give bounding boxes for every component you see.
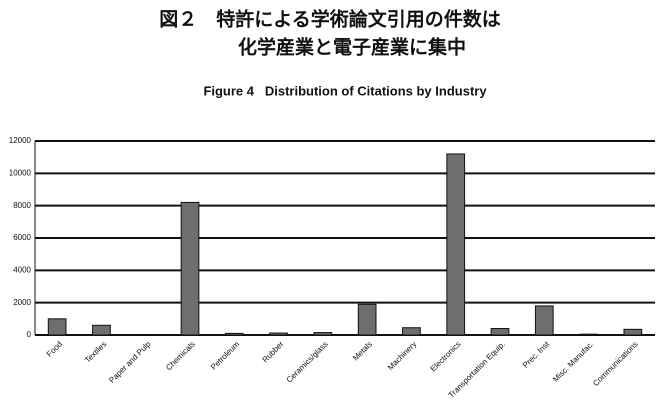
y-tick-label: 8000 — [13, 201, 31, 210]
y-tick-label: 4000 — [13, 265, 31, 274]
chart-title-line: 化学産業と電子産業に集中 — [238, 36, 466, 59]
y-tick-label: 12000 — [9, 136, 32, 145]
y-tick-label: 2000 — [13, 298, 31, 307]
x-tick-label: Ceramics/glass — [285, 340, 330, 385]
bar — [623, 328, 643, 336]
bar — [92, 324, 111, 336]
bar — [269, 332, 288, 336]
bar — [446, 153, 466, 336]
y-tick-label: 0 — [27, 330, 32, 339]
x-tick-label: Petroleum — [209, 339, 241, 371]
bar — [534, 305, 554, 336]
bar — [579, 333, 598, 336]
bar — [180, 201, 200, 336]
x-tick-label: Electronics — [429, 340, 463, 374]
bar — [357, 303, 377, 336]
x-tick-label: Misc. Manufac. — [551, 340, 595, 384]
x-tick-label: Textiles — [83, 340, 108, 365]
bar — [47, 318, 67, 336]
x-tick-label: Food — [45, 340, 64, 359]
x-tick-label: Chemicals — [164, 340, 197, 373]
chart-subtitle: Figure 4 Distribution of Citations by In… — [203, 83, 487, 98]
bar — [313, 332, 333, 336]
x-tick-label: Communications — [591, 340, 639, 388]
y-tick-label: 6000 — [13, 233, 31, 242]
chart-title-line: 図２ 特許による学術論文引用の件数は — [159, 8, 500, 31]
x-tick-label: Prec. Inst — [521, 339, 552, 370]
bar — [490, 328, 510, 336]
y-tick-label: 10000 — [9, 168, 32, 177]
bar — [224, 332, 244, 336]
x-tick-label: Metals — [351, 340, 374, 363]
x-tick-label: Paper and Pulp — [107, 339, 153, 385]
bar — [402, 327, 421, 336]
x-tick-label: Rubber — [261, 339, 286, 364]
x-tick-label: Machinery — [386, 340, 418, 372]
